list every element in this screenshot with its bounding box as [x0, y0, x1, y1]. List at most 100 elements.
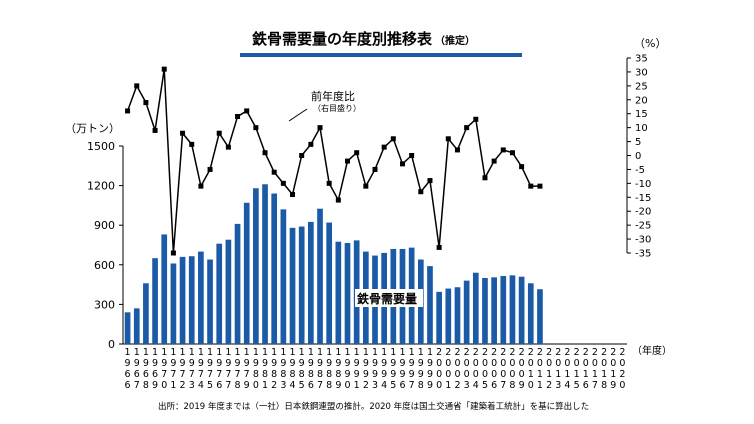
x-tick-digit: 9 — [354, 369, 360, 380]
x-tick-digit: 0 — [583, 358, 589, 369]
x-tick-digit: 1 — [390, 347, 396, 358]
x-tick-digit: 8 — [326, 380, 332, 391]
x-tick-digit: 1 — [601, 369, 607, 380]
x-tick-digit: 6 — [152, 369, 158, 380]
yoy-point-2000 — [436, 244, 442, 250]
bar-1979 — [243, 202, 250, 344]
x-tick-digit: 0 — [555, 358, 561, 369]
x-tick-digit: 9 — [317, 358, 323, 369]
x-tick-digit: 9 — [390, 369, 396, 380]
left-tick-label: 1200 — [87, 180, 115, 193]
x-tick-digit: 8 — [418, 380, 424, 391]
chart-title: 鉄骨需要量の年度別推移表 （推定） — [252, 28, 475, 49]
x-tick-digit: 2 — [464, 347, 470, 358]
x-tick-digit: 0 — [436, 380, 442, 391]
bar-1973 — [188, 256, 195, 344]
yoy-point-1981 — [262, 150, 268, 156]
x-tick-digit: 0 — [519, 369, 525, 380]
x-tick-digit: 8 — [317, 369, 323, 380]
x-tick-digit: 0 — [464, 369, 470, 380]
x-tick-digit: 1 — [271, 347, 277, 358]
x-tick-digit: 6 — [491, 380, 497, 391]
x-tick-digit: 1 — [189, 347, 195, 358]
x-tick-digit: 4 — [198, 380, 204, 391]
x-tick-digit: 7 — [180, 369, 186, 380]
right-tick-label: 15 — [635, 109, 648, 120]
bar-1970 — [161, 234, 168, 344]
chart-labels: 前年度比（右目盛り） 鉄骨需要量 — [288, 89, 423, 307]
x-tick-digit: 9 — [152, 358, 158, 369]
yoy-point-1976 — [216, 130, 222, 136]
x-tick-digit: 2 — [473, 347, 479, 358]
right-tick-label: -25 — [635, 221, 651, 232]
yoy-point-1994 — [381, 144, 387, 150]
bar-1989 — [335, 241, 342, 344]
x-tick-digit: 1 — [244, 347, 250, 358]
x-tick-digit: 9 — [308, 358, 314, 369]
x-tick-digit: 8 — [299, 369, 305, 380]
x-tick-digit: 4 — [381, 380, 387, 391]
bar-2010 — [527, 283, 534, 344]
x-tick-digit: 2 — [619, 347, 625, 358]
yoy-point-1991 — [354, 150, 360, 156]
right-tick-label: 0 — [635, 151, 641, 162]
right-tick-label: -30 — [635, 235, 651, 246]
x-tick-digit: 9 — [244, 380, 250, 391]
x-tick-digit: 0 — [253, 380, 259, 391]
yoy-point-1985 — [299, 153, 305, 158]
x-tick-digit: 4 — [290, 380, 296, 391]
x-tick-digit: 5 — [207, 380, 213, 391]
x-tick-digit: 0 — [601, 358, 607, 369]
x-tick-digit: 1 — [317, 347, 323, 358]
x-tick-digit: 0 — [473, 369, 479, 380]
x-tick-digit: 9 — [225, 358, 231, 369]
yoy-point-2010 — [528, 183, 534, 189]
x-tick-digit: 2 — [454, 347, 460, 358]
x-tick-digit: 1 — [381, 347, 387, 358]
x-axis-unit: （年度） — [632, 344, 672, 357]
right-tick-label: 25 — [635, 81, 648, 92]
bar-2003 — [463, 280, 470, 344]
x-tick-digit: 9 — [244, 358, 250, 369]
x-tick-digit: 0 — [436, 369, 442, 380]
x-tick-digit: 1 — [363, 347, 369, 358]
left-axis: 0 300 600 900 1200 1500 （万トン） — [65, 122, 123, 351]
x-tick-digit: 8 — [143, 380, 149, 391]
x-tick-digit: 9 — [409, 358, 415, 369]
x-tick-digit: 2 — [363, 380, 369, 391]
bar-2007 — [500, 276, 507, 344]
x-tick-digit: 7 — [235, 369, 241, 380]
x-tick-label: 2019 — [610, 347, 616, 391]
x-tick-digit: 1 — [574, 369, 580, 380]
x-tick-digit: 9 — [335, 358, 341, 369]
x-tick-digit: 1 — [427, 347, 433, 358]
yoy-point-1984 — [290, 192, 296, 197]
x-tick-digit: 1 — [354, 380, 360, 391]
right-tick-label: 5 — [635, 137, 641, 148]
x-tick-digit: 0 — [519, 358, 525, 369]
x-tick-digit: 1 — [335, 347, 341, 358]
yoy-point-2004 — [473, 116, 479, 122]
yoy-point-1989 — [335, 197, 341, 203]
right-tick-label: 30 — [635, 67, 648, 78]
x-tick-digit: 9 — [125, 358, 131, 369]
source-note: 出所：2019 年度までは（一社）日本鉄鋼連盟の推計。2020 年度は国土交通省… — [158, 402, 590, 412]
yoy-point-2007 — [500, 147, 506, 153]
